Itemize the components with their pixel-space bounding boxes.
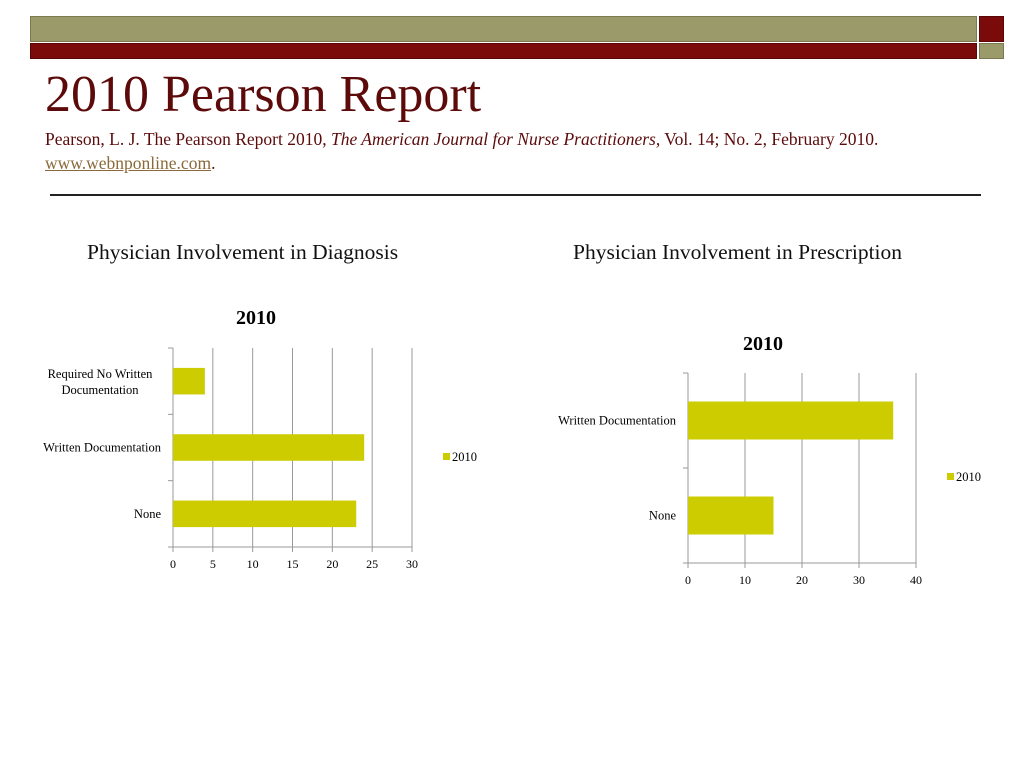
bar — [173, 500, 357, 528]
citation-link[interactable]: www.webnponline.com — [45, 153, 212, 173]
chart-prescription: 2010 0 10 20 30 40 Written Documentation None 20… — [558, 333, 981, 587]
chart-title: 2010 — [236, 307, 276, 329]
category-label: Written Documentation — [558, 414, 677, 428]
x-tick-label: 10 — [739, 573, 751, 587]
x-tick-label: 10 — [247, 557, 259, 571]
header-bar-red — [30, 43, 977, 59]
category-label-line: None — [649, 509, 677, 523]
chart-diagnosis: 2010 0 5 10 15 20 25 30 Required No Written Docum… — [43, 307, 477, 571]
category-label: Written Documentation — [43, 441, 162, 455]
x-tick-label: 0 — [685, 573, 691, 587]
x-tick-label: 5 — [210, 557, 216, 571]
x-tick-label: 0 — [170, 557, 176, 571]
category-label-line: Written Documentation — [558, 414, 677, 428]
category-label-line: Required No Written — [48, 367, 154, 381]
legend-label: 2010 — [956, 470, 981, 484]
citation-volume: Vol. 14; No. 2, February 2010. — [660, 129, 879, 149]
header-bar-olive — [30, 16, 977, 42]
category-label-line: Documentation — [61, 383, 139, 397]
bar — [688, 401, 894, 440]
left-heading: Physician Involvement in Diagnosis — [87, 240, 399, 264]
x-tick-label: 40 — [910, 573, 922, 587]
category-label: Required No Written Documentation — [48, 367, 154, 397]
legend-label: 2010 — [452, 450, 477, 464]
right-heading: Physician Involvement in Prescription — [573, 240, 903, 264]
citation-end: . — [211, 153, 216, 173]
legend-swatch — [947, 473, 954, 480]
x-tick-label: 30 — [853, 573, 865, 587]
category-label: None — [134, 507, 162, 521]
header-square-red — [979, 16, 1004, 42]
x-tick-label: 25 — [366, 557, 378, 571]
x-tick-label: 30 — [406, 557, 418, 571]
x-tick-label: 20 — [326, 557, 338, 571]
chart-title: 2010 — [743, 333, 783, 355]
bar — [688, 496, 774, 535]
legend-swatch — [443, 453, 450, 460]
x-tick-label: 20 — [796, 573, 808, 587]
divider — [50, 194, 981, 196]
citation: Pearson, L. J. The Pearson Report 2010, … — [45, 127, 975, 175]
bar — [173, 434, 365, 461]
x-tick-label: 15 — [287, 557, 299, 571]
category-label-line: None — [134, 507, 162, 521]
header-square-olive — [979, 43, 1004, 59]
slide-title: 2010 Pearson Report — [45, 66, 482, 123]
category-label: None — [649, 509, 677, 523]
citation-journal: The American Journal for Nurse Practitio… — [330, 129, 661, 149]
bar — [173, 367, 205, 395]
category-label-line: Written Documentation — [43, 441, 162, 455]
citation-text: Pearson, L. J. The Pearson Report 2010, — [45, 129, 331, 149]
